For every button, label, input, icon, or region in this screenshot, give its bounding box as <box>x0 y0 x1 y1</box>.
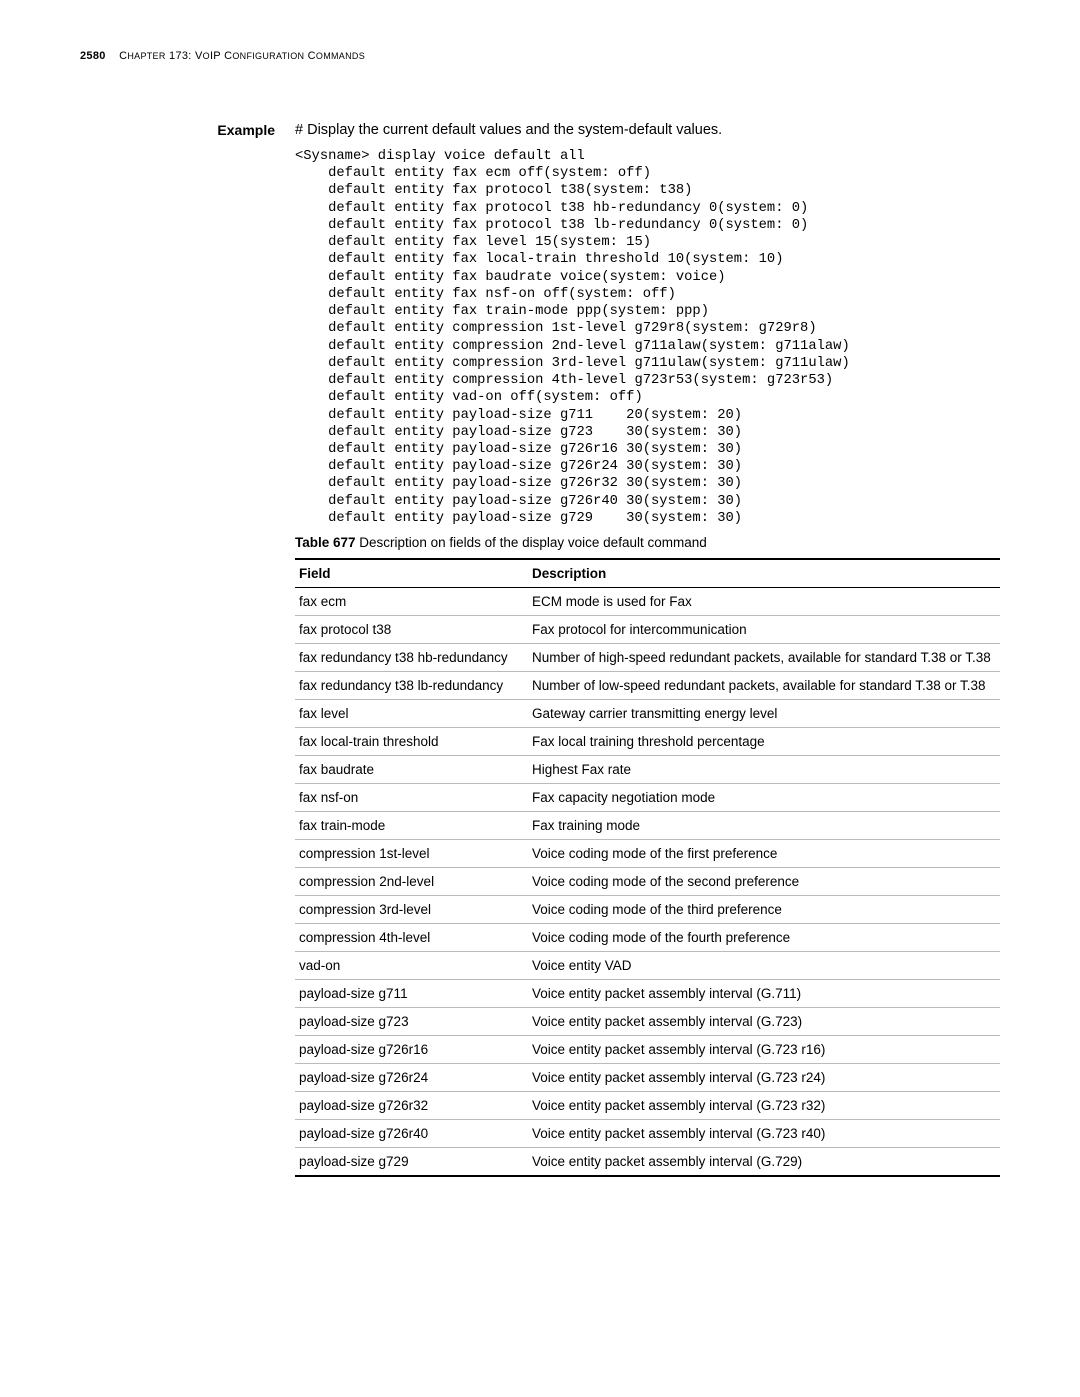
cell-field: payload-size g723 <box>295 1008 528 1036</box>
cell-description: Voice entity packet assembly interval (G… <box>528 1036 1000 1064</box>
table-row: fax nsf-onFax capacity negotiation mode <box>295 784 1000 812</box>
table-row: compression 3rd-levelVoice coding mode o… <box>295 896 1000 924</box>
cell-field: fax nsf-on <box>295 784 528 812</box>
cell-field: fax local-train threshold <box>295 728 528 756</box>
cell-field: compression 2nd-level <box>295 868 528 896</box>
cell-description: Fax capacity negotiation mode <box>528 784 1000 812</box>
cell-field: fax protocol t38 <box>295 616 528 644</box>
cell-description: Voice coding mode of the second preferen… <box>528 868 1000 896</box>
table-row: compression 2nd-levelVoice coding mode o… <box>295 868 1000 896</box>
cell-field: payload-size g726r40 <box>295 1120 528 1148</box>
cell-description: Voice entity VAD <box>528 952 1000 980</box>
table-row: compression 4th-levelVoice coding mode o… <box>295 924 1000 952</box>
cell-field: payload-size g726r32 <box>295 1092 528 1120</box>
cell-field: fax redundancy t38 lb-redundancy <box>295 672 528 700</box>
cell-description: ECM mode is used for Fax <box>528 588 1000 616</box>
cell-description: Number of low-speed redundant packets, a… <box>528 672 1000 700</box>
cell-description: Voice entity packet assembly interval (G… <box>528 1148 1000 1177</box>
table-caption: Table 677 Description on fields of the d… <box>295 535 1000 550</box>
cell-description: Voice coding mode of the fourth preferen… <box>528 924 1000 952</box>
table-row: fax local-train thresholdFax local train… <box>295 728 1000 756</box>
cell-description: Gateway carrier transmitting energy leve… <box>528 700 1000 728</box>
table-row: fax redundancy t38 lb-redundancyNumber o… <box>295 672 1000 700</box>
cell-description: Voice entity packet assembly interval (G… <box>528 980 1000 1008</box>
terminal-output: <Sysname> display voice default all defa… <box>295 148 1000 527</box>
chapter-label: CHAPTER 173: VOIP CONFIGURATION COMMANDS <box>119 50 365 62</box>
page-number: 2580 <box>80 50 106 62</box>
table-row: payload-size g726r40Voice entity packet … <box>295 1120 1000 1148</box>
cell-description: Fax local training threshold percentage <box>528 728 1000 756</box>
table-row: payload-size g726r24Voice entity packet … <box>295 1064 1000 1092</box>
table-row: fax train-modeFax training mode <box>295 812 1000 840</box>
cell-field: fax level <box>295 700 528 728</box>
col-field: Field <box>295 559 528 588</box>
table-row: payload-size g729Voice entity packet ass… <box>295 1148 1000 1177</box>
table-row: fax protocol t38Fax protocol for interco… <box>295 616 1000 644</box>
example-label: Example <box>80 122 295 138</box>
table-row: fax ecmECM mode is used for Fax <box>295 588 1000 616</box>
cell-field: compression 3rd-level <box>295 896 528 924</box>
cell-field: compression 1st-level <box>295 840 528 868</box>
table-row: fax baudrateHighest Fax rate <box>295 756 1000 784</box>
example-text: # Display the current default values and… <box>295 122 1000 138</box>
cell-description: Voice entity packet assembly interval (G… <box>528 1120 1000 1148</box>
table-row: compression 1st-levelVoice coding mode o… <box>295 840 1000 868</box>
cell-field: payload-size g726r16 <box>295 1036 528 1064</box>
page-header: 2580 CHAPTER 173: VOIP CONFIGURATION COM… <box>80 50 1000 62</box>
cell-field: fax ecm <box>295 588 528 616</box>
table-row: vad-onVoice entity VAD <box>295 952 1000 980</box>
cell-field: payload-size g711 <box>295 980 528 1008</box>
cell-field: fax baudrate <box>295 756 528 784</box>
table-row: payload-size g726r16Voice entity packet … <box>295 1036 1000 1064</box>
cell-field: payload-size g729 <box>295 1148 528 1177</box>
col-description: Description <box>528 559 1000 588</box>
table-row: fax redundancy t38 hb-redundancyNumber o… <box>295 644 1000 672</box>
cell-description: Fax training mode <box>528 812 1000 840</box>
cell-description: Voice entity packet assembly interval (G… <box>528 1092 1000 1120</box>
table-row: fax levelGateway carrier transmitting en… <box>295 700 1000 728</box>
cell-field: fax train-mode <box>295 812 528 840</box>
cell-description: Highest Fax rate <box>528 756 1000 784</box>
cell-description: Voice coding mode of the first preferenc… <box>528 840 1000 868</box>
cell-description: Voice entity packet assembly interval (G… <box>528 1008 1000 1036</box>
cell-description: Fax protocol for intercommunication <box>528 616 1000 644</box>
cell-field: vad-on <box>295 952 528 980</box>
cell-description: Voice entity packet assembly interval (G… <box>528 1064 1000 1092</box>
cell-description: Voice coding mode of the third preferenc… <box>528 896 1000 924</box>
table-row: payload-size g711Voice entity packet ass… <box>295 980 1000 1008</box>
cell-field: payload-size g726r24 <box>295 1064 528 1092</box>
table-row: payload-size g726r32Voice entity packet … <box>295 1092 1000 1120</box>
cell-field: fax redundancy t38 hb-redundancy <box>295 644 528 672</box>
cell-description: Number of high-speed redundant packets, … <box>528 644 1000 672</box>
example-block: Example # Display the current default va… <box>80 122 1000 1177</box>
cell-field: compression 4th-level <box>295 924 528 952</box>
table-row: payload-size g723Voice entity packet ass… <box>295 1008 1000 1036</box>
description-table: Field Description fax ecmECM mode is use… <box>295 558 1000 1177</box>
